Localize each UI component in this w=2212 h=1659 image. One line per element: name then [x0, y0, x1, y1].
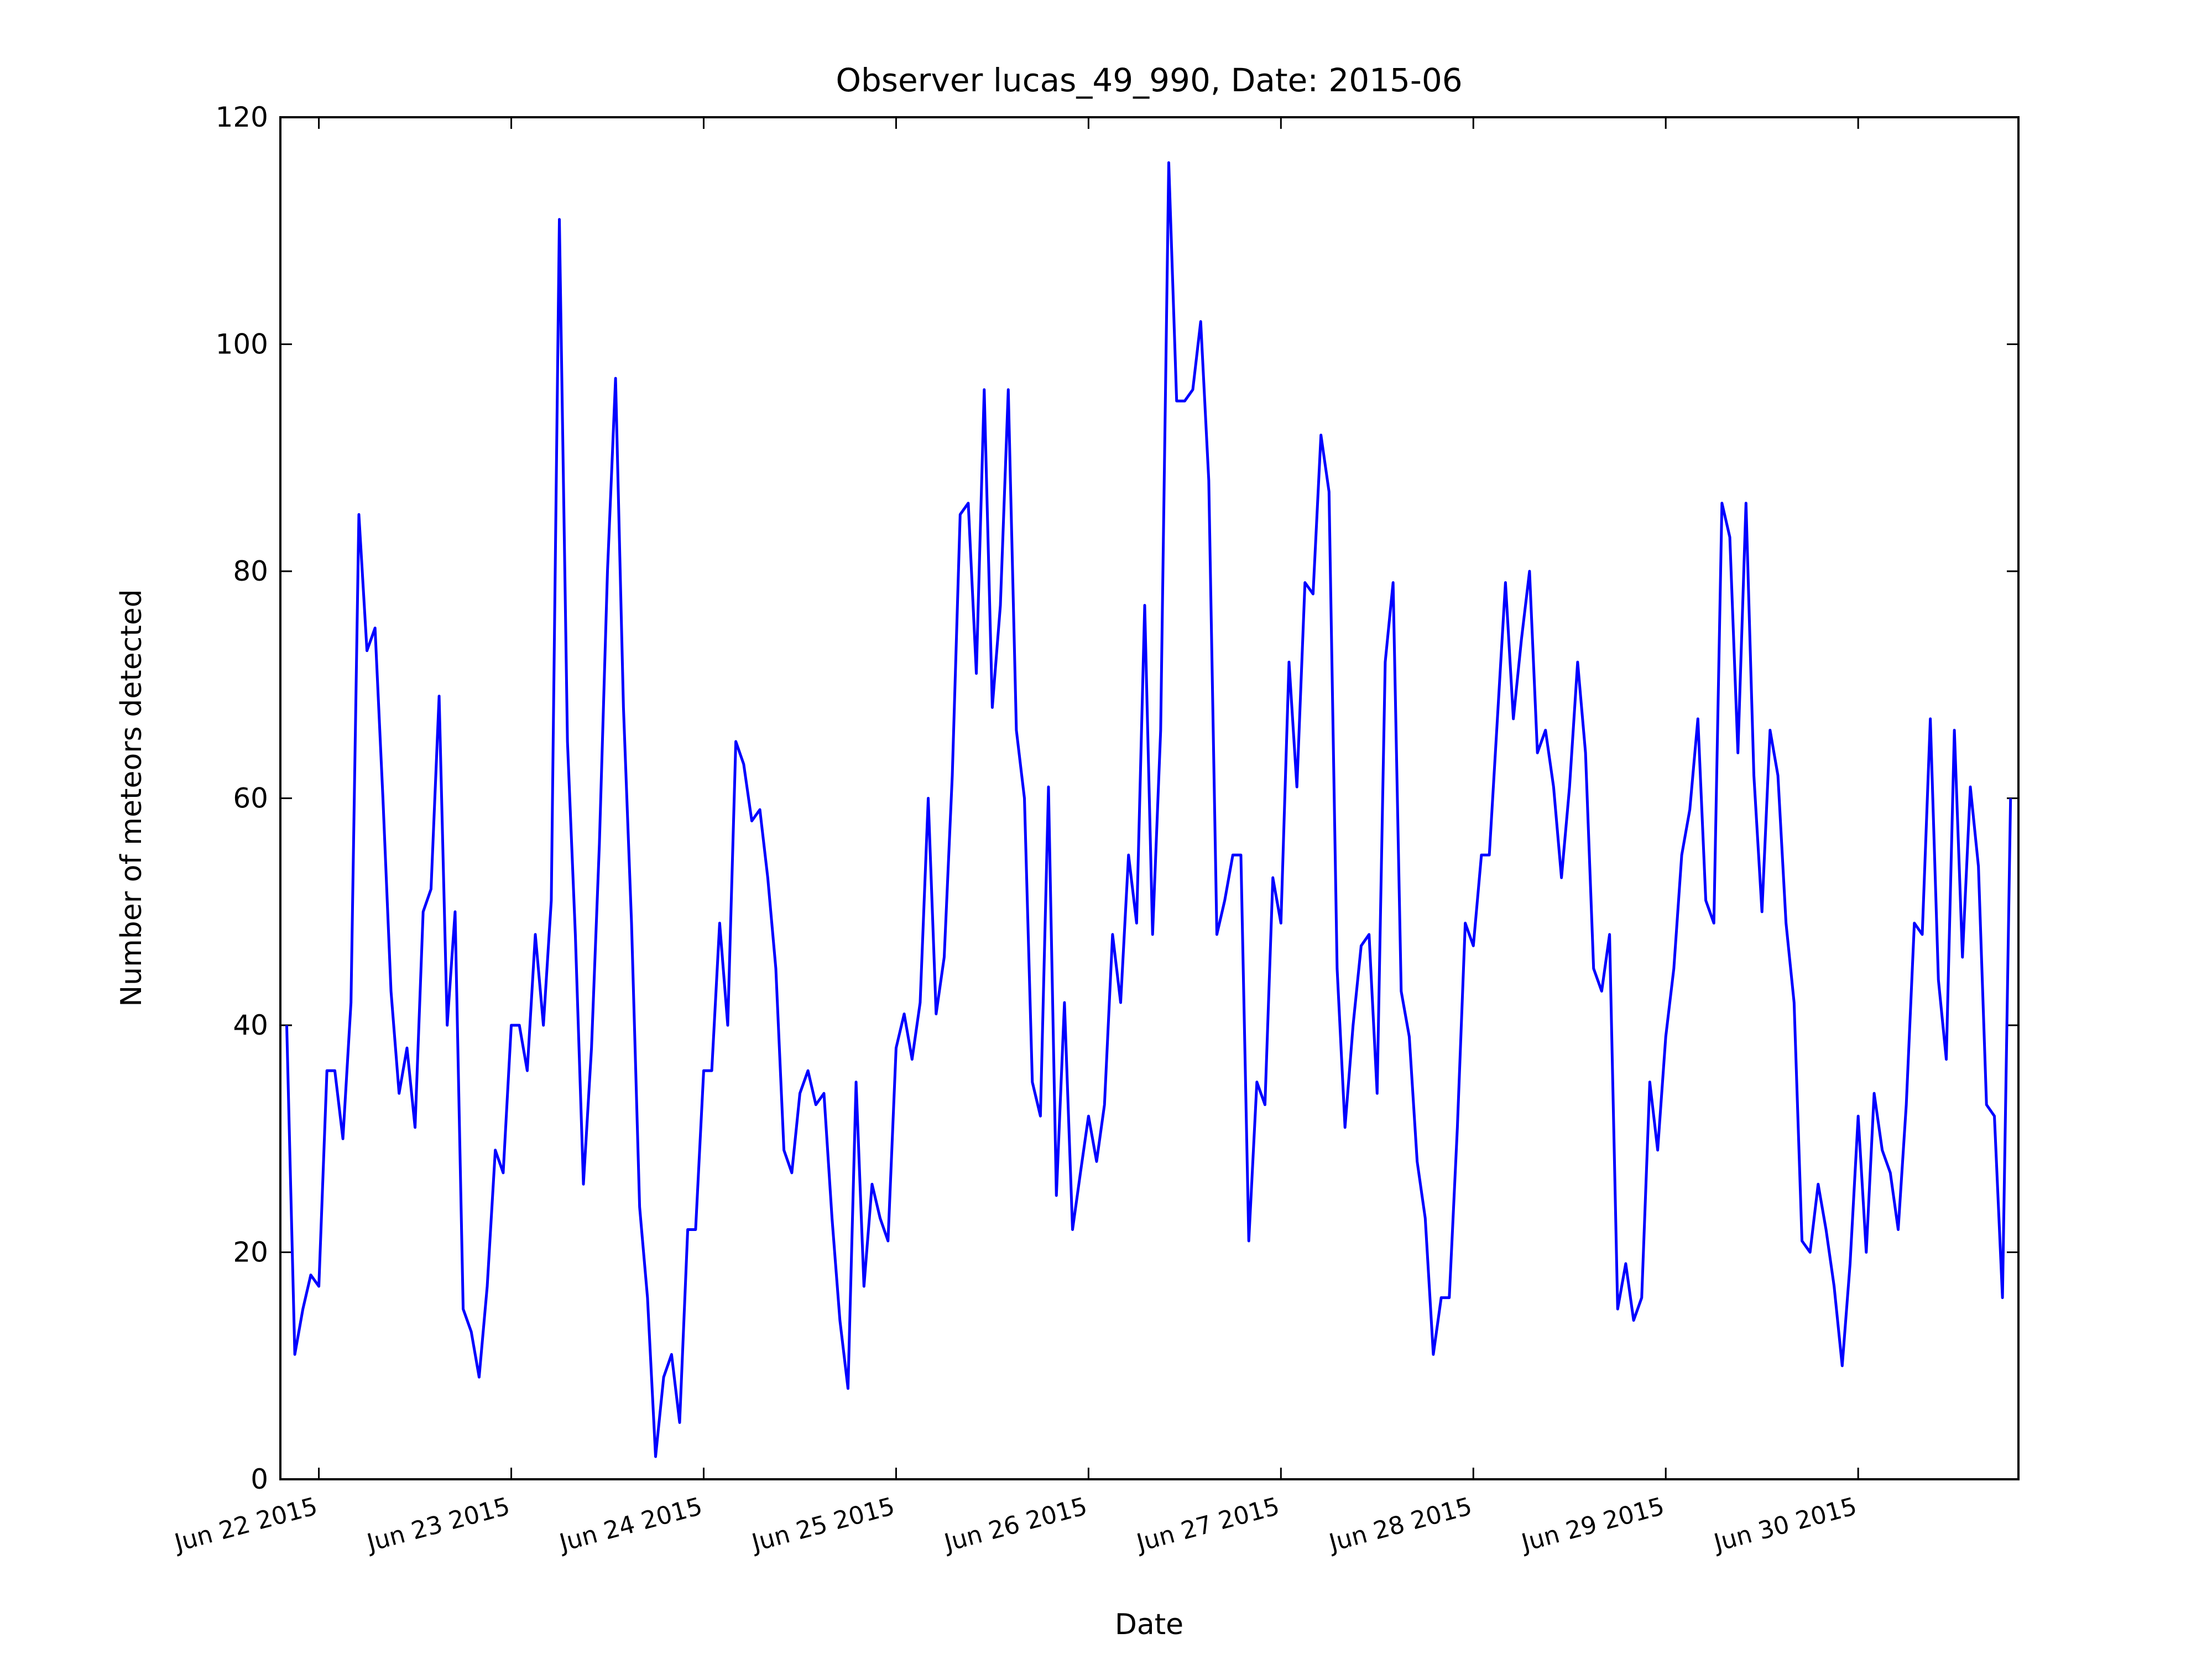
y-tick-label: 60	[233, 782, 268, 815]
y-tick-label: 120	[216, 101, 268, 133]
y-axis-label: Number of meteors detected	[115, 589, 148, 1006]
y-tick-label: 100	[216, 328, 268, 361]
data-line	[285, 161, 2012, 1458]
y-tick-label: 40	[233, 1009, 268, 1041]
y-tick-label: 20	[233, 1237, 268, 1269]
chart-title: Observer lucas_49_990, Date: 2015-06	[836, 61, 1462, 99]
x-axis-label: Date	[1115, 1608, 1183, 1641]
y-tick-label: 80	[233, 555, 268, 587]
plot-frame	[279, 116, 2020, 1480]
y-tick-label: 0	[251, 1463, 268, 1495]
